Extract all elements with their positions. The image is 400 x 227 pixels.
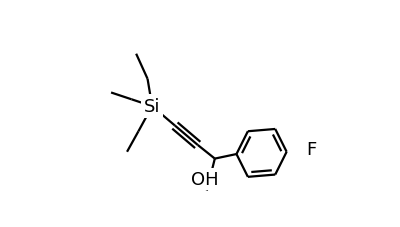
Text: OH: OH — [191, 170, 218, 188]
Text: Si: Si — [144, 98, 160, 116]
Text: F: F — [306, 141, 316, 159]
